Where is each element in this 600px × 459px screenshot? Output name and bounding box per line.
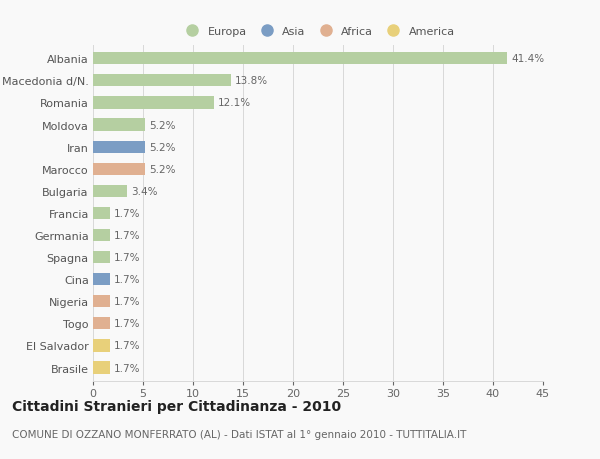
Text: 41.4%: 41.4%	[511, 54, 544, 64]
Text: 1.7%: 1.7%	[114, 363, 140, 373]
Bar	[93, 97, 214, 109]
Bar	[93, 274, 110, 285]
Text: COMUNE DI OZZANO MONFERRATO (AL) - Dati ISTAT al 1° gennaio 2010 - TUTTITALIA.IT: COMUNE DI OZZANO MONFERRATO (AL) - Dati …	[12, 429, 466, 439]
Bar	[93, 340, 110, 352]
Bar	[93, 318, 110, 330]
Text: 5.2%: 5.2%	[149, 120, 176, 130]
Text: 1.7%: 1.7%	[114, 341, 140, 351]
Bar	[93, 185, 127, 197]
Text: 13.8%: 13.8%	[235, 76, 268, 86]
Bar	[93, 207, 110, 219]
Text: 5.2%: 5.2%	[149, 142, 176, 152]
Text: 1.7%: 1.7%	[114, 208, 140, 218]
Bar	[93, 141, 145, 153]
Bar	[93, 53, 507, 65]
Text: 12.1%: 12.1%	[218, 98, 251, 108]
Bar	[93, 119, 145, 131]
Text: 1.7%: 1.7%	[114, 274, 140, 285]
Text: 1.7%: 1.7%	[114, 230, 140, 241]
Bar	[93, 296, 110, 308]
Text: 3.4%: 3.4%	[131, 186, 157, 196]
Bar	[93, 230, 110, 241]
Bar	[93, 362, 110, 374]
Text: 5.2%: 5.2%	[149, 164, 176, 174]
Bar	[93, 163, 145, 175]
Bar	[93, 75, 231, 87]
Legend: Europa, Asia, Africa, America: Europa, Asia, Africa, America	[181, 27, 455, 37]
Text: 1.7%: 1.7%	[114, 297, 140, 307]
Text: Cittadini Stranieri per Cittadinanza - 2010: Cittadini Stranieri per Cittadinanza - 2…	[12, 399, 341, 413]
Text: 1.7%: 1.7%	[114, 319, 140, 329]
Text: 1.7%: 1.7%	[114, 252, 140, 263]
Bar	[93, 252, 110, 263]
